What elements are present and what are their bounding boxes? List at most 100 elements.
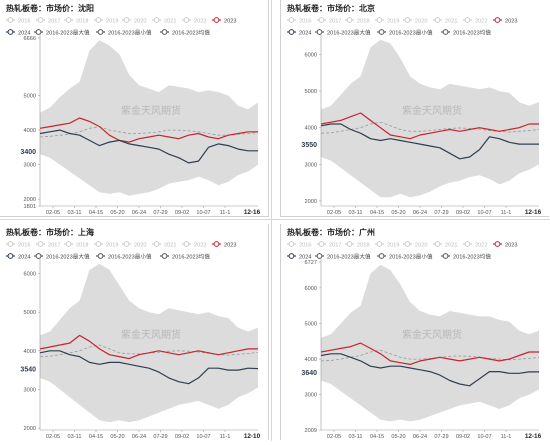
legend-label: 2016-2023最大值 — [46, 29, 90, 37]
legend-label: 2021 — [164, 243, 176, 249]
x-tick-label: 05-20 — [110, 210, 124, 216]
legend-label: 2020 — [134, 243, 146, 249]
series-line-2023 — [320, 342, 539, 365]
y-tick-label: 6000 — [305, 286, 317, 292]
legend-marker — [97, 253, 104, 259]
legend-item: 2016-2023均值 — [160, 29, 210, 37]
legend-marker — [65, 241, 72, 247]
legend-item: 2019 — [375, 241, 399, 249]
x-tick-label: 03-11 — [349, 434, 363, 440]
y-tick-label: 1801 — [24, 204, 36, 210]
legend-item: 2022 — [182, 241, 206, 249]
last-value-label: 3640 — [301, 370, 317, 377]
series-line-mean — [320, 121, 540, 134]
y-tick-label: 2009 — [305, 428, 317, 434]
legend-item: 2017 — [36, 17, 60, 25]
legend-label: 2018 — [76, 243, 88, 249]
panel-divider-vertical — [271, 0, 272, 441]
legend-item: 2019 — [375, 17, 399, 25]
legend-marker — [95, 241, 102, 247]
legend-marker — [37, 241, 44, 247]
x-tick-label: 09-02 — [456, 434, 470, 440]
legend-item: 2018 — [345, 17, 369, 25]
x-last-date-label: 12-10 — [244, 433, 261, 440]
chart-svg-beijing: 2016 2017 2018 2019 2020 2021 2022 2023 2024 2016… — [287, 17, 542, 216]
legend-label: 2016-2023均值 — [172, 253, 210, 261]
legend-label: 2019 — [106, 19, 118, 25]
series-line-2024 — [39, 129, 258, 164]
x-tick-label: 06-24 — [132, 210, 146, 216]
legend-item: 2019 — [94, 241, 118, 249]
legend-item: 2016 — [287, 241, 311, 249]
y-tick-label: 5000 — [305, 321, 317, 327]
legend-label: 2016-2023均值 — [453, 29, 491, 37]
legend-label: 2022 — [194, 19, 206, 25]
legend-item: 2022 — [463, 241, 487, 249]
legend-label: 2017 — [329, 19, 341, 25]
watermark-text: 紫金天风期货 — [402, 104, 462, 117]
legend-label: 2019 — [387, 243, 399, 249]
legend-marker — [65, 17, 72, 23]
legend-item: 2020 — [122, 17, 146, 25]
series-line-2024 — [320, 123, 539, 160]
legend-label: 2021 — [445, 243, 457, 249]
series-line-mean — [39, 126, 259, 138]
legend-label: 2016-2023最小值 — [108, 29, 152, 37]
x-tick-label: 03-11 — [349, 210, 363, 216]
legend-marker — [378, 29, 385, 35]
legend-item: 2018 — [64, 241, 88, 249]
y-tick-label: 2000 — [305, 199, 317, 205]
chart-title: 热轧板卷：市场价：广州 — [287, 228, 375, 237]
x-last-date-label: 12-16 — [525, 433, 542, 440]
legend-label: 2018 — [76, 19, 88, 25]
chart-title: 热轧板卷：市场价：北京 — [287, 4, 375, 13]
legend-item: 2017 — [317, 17, 341, 25]
legend-label: 2020 — [134, 19, 146, 25]
chart-svg-guangzhou: 2016 2017 2018 2019 2020 2021 2022 2023 2024 2016… — [287, 241, 542, 440]
range-band-max-min — [40, 263, 258, 423]
y-tick-label: 3000 — [305, 162, 317, 168]
legend-marker — [376, 17, 383, 23]
legend-item: 2022 — [182, 17, 206, 25]
watermark-text: 紫金天风期货 — [121, 328, 181, 341]
legend-item: 2016-2023最小值 — [96, 253, 152, 261]
legend-marker — [318, 241, 325, 247]
legend-label: 2016 — [299, 243, 311, 249]
y-tick-label: 2000 — [24, 197, 36, 203]
legend-label: 2021 — [164, 19, 176, 25]
panel-divider-horizontal — [0, 219, 550, 220]
legend-marker — [95, 17, 102, 23]
x-tick-label: 03-11 — [68, 210, 82, 216]
legend-item: 2016-2023均值 — [160, 253, 210, 261]
legend-marker — [378, 253, 385, 259]
legend-item: 2021 — [433, 17, 457, 25]
legend-item: 2020 — [122, 241, 146, 249]
legend-label: 2016-2023最大值 — [327, 253, 371, 261]
legend-item: 2016-2023最小值 — [377, 253, 433, 261]
chart-panel-shenyang: 热轧板卷：市场价：沈阳 2016 2017 2018 2019 2020 2021 2022… — [0, 0, 269, 217]
x-tick-label: 10-07 — [196, 434, 210, 440]
legend-label: 2021 — [445, 19, 457, 25]
legend-label: 2022 — [475, 243, 487, 249]
legend-label: 2024 — [299, 255, 311, 261]
legend-item: 2023 — [212, 241, 236, 249]
y-tick-label: 3000 — [305, 393, 317, 399]
x-tick-label: 06-24 — [413, 210, 427, 216]
legend-label: 2024 — [299, 31, 311, 37]
x-tick-label: 02-05 — [46, 210, 60, 216]
legend-marker — [434, 241, 441, 247]
y-tick-label: 4000 — [305, 126, 317, 132]
legend-marker — [7, 17, 14, 23]
x-tick-label: 07-29 — [153, 210, 167, 216]
legend-label: 2023 — [505, 19, 517, 25]
y-tick-label: 6000 — [24, 272, 36, 278]
legend-marker — [183, 17, 190, 23]
x-tick-label: 10-07 — [477, 434, 491, 440]
legend-marker — [153, 17, 160, 23]
y-tick-label: 5000 — [24, 94, 36, 100]
chart-panel-beijing: 热轧板卷：市场价：北京 2016 2017 2018 2019 2020 2021 2022… — [280, 0, 549, 217]
chart-title: 热轧板卷：市场价：沈阳 — [6, 4, 94, 13]
watermark-text: 紫金天风期货 — [402, 328, 462, 341]
series-line-mean — [320, 349, 540, 362]
legend-item: 2023 — [493, 241, 517, 249]
